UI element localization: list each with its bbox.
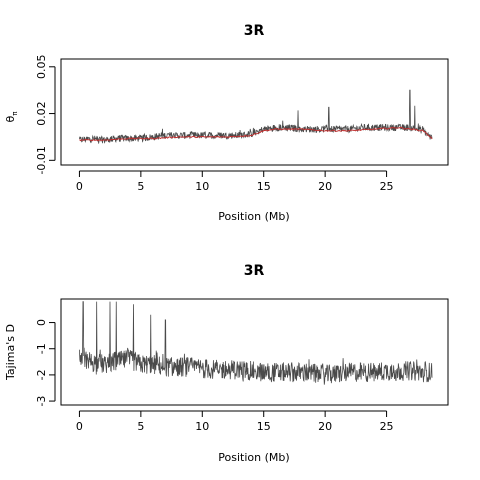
plot-area — [79, 89, 433, 144]
y-axis: -0.01 0.02 0.05 — [35, 55, 56, 175]
chart-title: 3R — [244, 263, 265, 279]
x-tick-label: 25 — [380, 180, 394, 193]
x-tick-label: 10 — [195, 420, 209, 433]
x-tick-label: 25 — [380, 420, 394, 433]
y-tick-label: -0.01 — [35, 146, 48, 174]
series-line-raw — [79, 301, 433, 385]
x-tick-label: 15 — [257, 420, 271, 433]
chart-panel-tajima: 3R 0 5 10 15 20 25 -3 -2 -1 0 Position (Mb) Taji… — [4, 263, 449, 464]
x-axis: 0 5 10 15 20 25 — [76, 170, 394, 193]
series-line-smoothed — [79, 126, 433, 142]
plot-frame — [60, 58, 449, 166]
x-tick-label: 0 — [76, 420, 83, 433]
plot-area — [79, 301, 433, 385]
x-tick-label: 0 — [76, 180, 83, 193]
y-tick-label: -3 — [35, 396, 48, 407]
x-tick-label: 5 — [137, 420, 144, 433]
x-tick-label: 20 — [318, 420, 332, 433]
y-axis: -3 -2 -1 0 — [35, 319, 56, 407]
y-axis-label-subscript: π — [11, 111, 19, 116]
x-axis: 0 5 10 15 20 25 — [76, 410, 394, 433]
x-axis-label: Position (Mb) — [218, 210, 289, 223]
x-axis-label: Position (Mb) — [218, 451, 289, 464]
y-tick-label: -1 — [35, 343, 48, 354]
y-axis-label: Tajima's D — [4, 324, 17, 381]
y-tick-label: 0.02 — [35, 101, 48, 126]
y-tick-label: 0.05 — [35, 55, 48, 80]
chart-panel-theta: 3R 0 5 10 15 20 25 -0.01 0.02 0.05 Position (Mb… — [4, 23, 449, 223]
series-line-raw — [79, 89, 433, 144]
chart-title: 3R — [244, 23, 265, 39]
x-tick-label: 15 — [257, 180, 271, 193]
x-tick-label: 10 — [195, 180, 209, 193]
x-tick-label: 5 — [137, 180, 144, 193]
x-tick-label: 20 — [318, 180, 332, 193]
y-axis-label: θπ — [4, 111, 19, 123]
y-axis-label-symbol: θ — [4, 115, 17, 122]
y-tick-label: 0 — [35, 319, 48, 326]
y-tick-label: -2 — [35, 369, 48, 380]
plot-frame — [60, 298, 449, 406]
